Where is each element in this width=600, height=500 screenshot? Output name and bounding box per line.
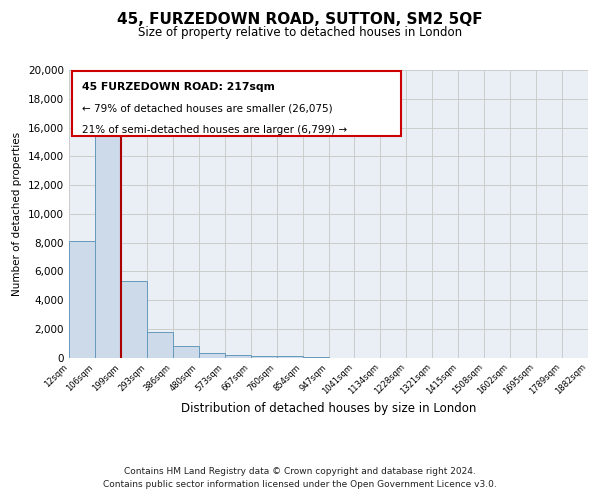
Text: Size of property relative to detached houses in London: Size of property relative to detached ho… [138,26,462,39]
Text: ← 79% of detached houses are smaller (26,075): ← 79% of detached houses are smaller (26… [82,103,332,113]
Text: Contains HM Land Registry data © Crown copyright and database right 2024.: Contains HM Land Registry data © Crown c… [124,467,476,476]
Text: Contains public sector information licensed under the Open Government Licence v3: Contains public sector information licen… [103,480,497,489]
Bar [199,353,224,358]
Y-axis label: Number of detached properties: Number of detached properties [13,132,22,296]
Text: 45, FURZEDOWN ROAD, SUTTON, SM2 5QF: 45, FURZEDOWN ROAD, SUTTON, SM2 5QF [117,12,483,28]
Bar [251,356,277,358]
Bar [95,119,121,358]
Text: 45 FURZEDOWN ROAD: 217sqm: 45 FURZEDOWN ROAD: 217sqm [82,82,275,92]
FancyBboxPatch shape [71,72,401,136]
Bar [121,282,147,358]
Bar [302,356,329,358]
Bar [147,332,173,357]
X-axis label: Distribution of detached houses by size in London: Distribution of detached houses by size … [181,402,476,415]
Bar [69,241,95,358]
Bar [225,356,251,358]
Bar [277,356,302,358]
Text: 21% of semi-detached houses are larger (6,799) →: 21% of semi-detached houses are larger (… [82,124,347,134]
Bar [173,346,199,358]
